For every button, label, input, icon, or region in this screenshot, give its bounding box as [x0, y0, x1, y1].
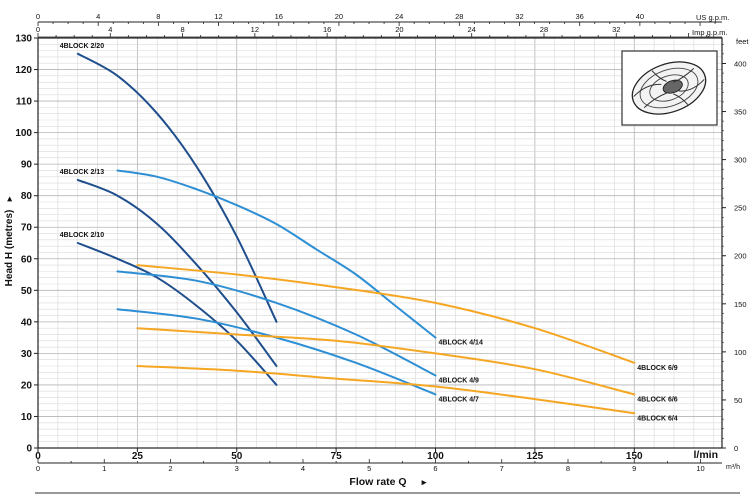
- series-label-4block-2-10: 4BLOCK 2/10: [60, 232, 104, 239]
- us-gpm-tick-label: 0: [36, 12, 40, 21]
- feet-tick-label: 150: [734, 300, 747, 309]
- m3h-tick-label: 0: [36, 464, 40, 473]
- us-gpm-tick-label: 20: [335, 12, 343, 21]
- feet-tick-label: 200: [734, 252, 747, 261]
- x-unit-label: l/min: [693, 449, 718, 461]
- m3h-tick-label: 7: [500, 464, 504, 473]
- m3h-tick-label: 6: [433, 464, 437, 473]
- m3h-tick-label: 3: [235, 464, 239, 473]
- series-line-4block-6-4: [136, 365, 636, 415]
- imp-gpm-tick-label: 8: [180, 25, 184, 34]
- m3h-unit-label: m³/h: [726, 464, 740, 471]
- impeller-thumbnail: [621, 50, 718, 126]
- feet-tick-label: 50: [734, 396, 742, 405]
- x-axis-label: Flow rate Q: [349, 476, 406, 488]
- impeller-icon: [631, 61, 707, 115]
- y-tick-label: 100: [15, 128, 32, 139]
- y-tick-label: 20: [21, 380, 33, 391]
- feet-unit-label: feet: [736, 37, 749, 46]
- x-tick-label: 100: [427, 451, 444, 462]
- us-gpm-tick-label: 32: [515, 12, 523, 21]
- y-tick-label: 80: [21, 191, 33, 202]
- x-tick-label: 125: [527, 451, 544, 462]
- y-tick-label: 50: [21, 286, 33, 297]
- m3h-tick-label: 9: [632, 464, 636, 473]
- series-label-4block-4-7: 4BLOCK 4/7: [439, 396, 480, 403]
- series-line-4block-6-9: [136, 264, 636, 364]
- grid: [37, 37, 722, 449]
- y-tick-label: 90: [21, 160, 33, 171]
- feet-tick-label: 400: [734, 59, 747, 68]
- x-tick-label: 0: [35, 451, 41, 462]
- us-gpm-tick-label: 40: [636, 12, 644, 21]
- series-label-4block-4-9: 4BLOCK 4/9: [439, 377, 480, 384]
- y-tick-label: 10: [21, 412, 33, 423]
- series-line-4block-2-20: [76, 52, 278, 323]
- feet-tick-label: 350: [734, 108, 747, 117]
- x-tick-label: 75: [331, 451, 343, 462]
- us-gpm-tick-label: 24: [395, 12, 403, 21]
- y-tick-label: 0: [26, 444, 32, 455]
- y-tick-label: 70: [21, 223, 33, 234]
- imp-gpm-tick-label: 20: [395, 25, 403, 34]
- m3h-tick-label: 4: [301, 464, 305, 473]
- series-line-4block-4-9: [116, 270, 437, 377]
- feet-tick-label: 0: [734, 444, 738, 453]
- series-line-4block-2-10: [76, 242, 278, 386]
- y-tick-label: 130: [15, 34, 32, 45]
- x-tick-label: 150: [626, 451, 643, 462]
- m3h-tick-label: 1: [102, 464, 106, 473]
- us-gpm-tick-label: 12: [214, 12, 222, 21]
- imp-gpm-tick-label: 12: [251, 25, 259, 34]
- us-gpm-tick-label: 28: [455, 12, 463, 21]
- series-line-4block-2-13: [76, 178, 278, 367]
- y-tick-label: 60: [21, 254, 33, 265]
- us-gpm-unit-label: US g.p.m.: [696, 13, 729, 22]
- us-gpm-tick-label: 4: [96, 12, 100, 21]
- imp-gpm-tick-label: 0: [36, 25, 40, 34]
- series-label-4block-6-6: 4BLOCK 6/6: [637, 396, 678, 403]
- series-label-4block-6-9: 4BLOCK 6/9: [637, 365, 678, 372]
- imp-gpm-unit-label: Imp g.p.m.: [692, 28, 727, 37]
- imp-gpm-tick-label: 32: [612, 25, 620, 34]
- axes: 0102030405060708090100110120130050100150…: [15, 12, 746, 473]
- feet-tick-label: 250: [734, 204, 747, 213]
- imp-gpm-tick-label: 4: [108, 25, 112, 34]
- y-tick-label: 40: [21, 317, 33, 328]
- m3h-tick-label: 8: [566, 464, 570, 473]
- plot-frame: [37, 37, 723, 449]
- us-gpm-tick-label: 16: [275, 12, 283, 21]
- imp-gpm-tick-label: 28: [540, 25, 548, 34]
- us-gpm-tick-label: 8: [156, 12, 160, 21]
- us-gpm-tick-label: 36: [576, 12, 584, 21]
- imp-gpm-tick-label: 24: [468, 25, 476, 34]
- y-axis-label: Head H (metres): [4, 210, 15, 287]
- x-tick-label: 50: [231, 451, 243, 462]
- series-line-4block-6-6: [136, 327, 636, 396]
- y-tick-label: 30: [21, 349, 33, 360]
- feet-tick-label: 100: [734, 348, 747, 357]
- series-label-4block-2-13: 4BLOCK 2/13: [60, 169, 104, 176]
- series-label-4block-6-4: 4BLOCK 6/4: [637, 415, 678, 422]
- m3h-tick-label: 5: [367, 464, 371, 473]
- m3h-tick-label: 10: [696, 464, 704, 473]
- series-label-4block-4-14: 4BLOCK 4/14: [439, 340, 483, 347]
- series-layer: 4BLOCK 2/20 4BLOCK 2/13 4BLOCK 2/10 4BLOCK …: [60, 43, 678, 423]
- y-tick-label: 110: [16, 97, 33, 108]
- x-axis-arrow: ▸: [421, 477, 427, 487]
- series-label-4block-2-20: 4BLOCK 2/20: [60, 43, 104, 50]
- m3h-tick-label: 2: [168, 464, 172, 473]
- y-tick-label: 120: [15, 65, 32, 76]
- y-axis-arrow: ▸: [4, 196, 14, 202]
- imp-gpm-tick-label: 16: [323, 25, 331, 34]
- series-line-4block-4-14: [116, 169, 437, 339]
- feet-tick-label: 300: [734, 156, 747, 165]
- x-tick-label: 25: [132, 451, 144, 462]
